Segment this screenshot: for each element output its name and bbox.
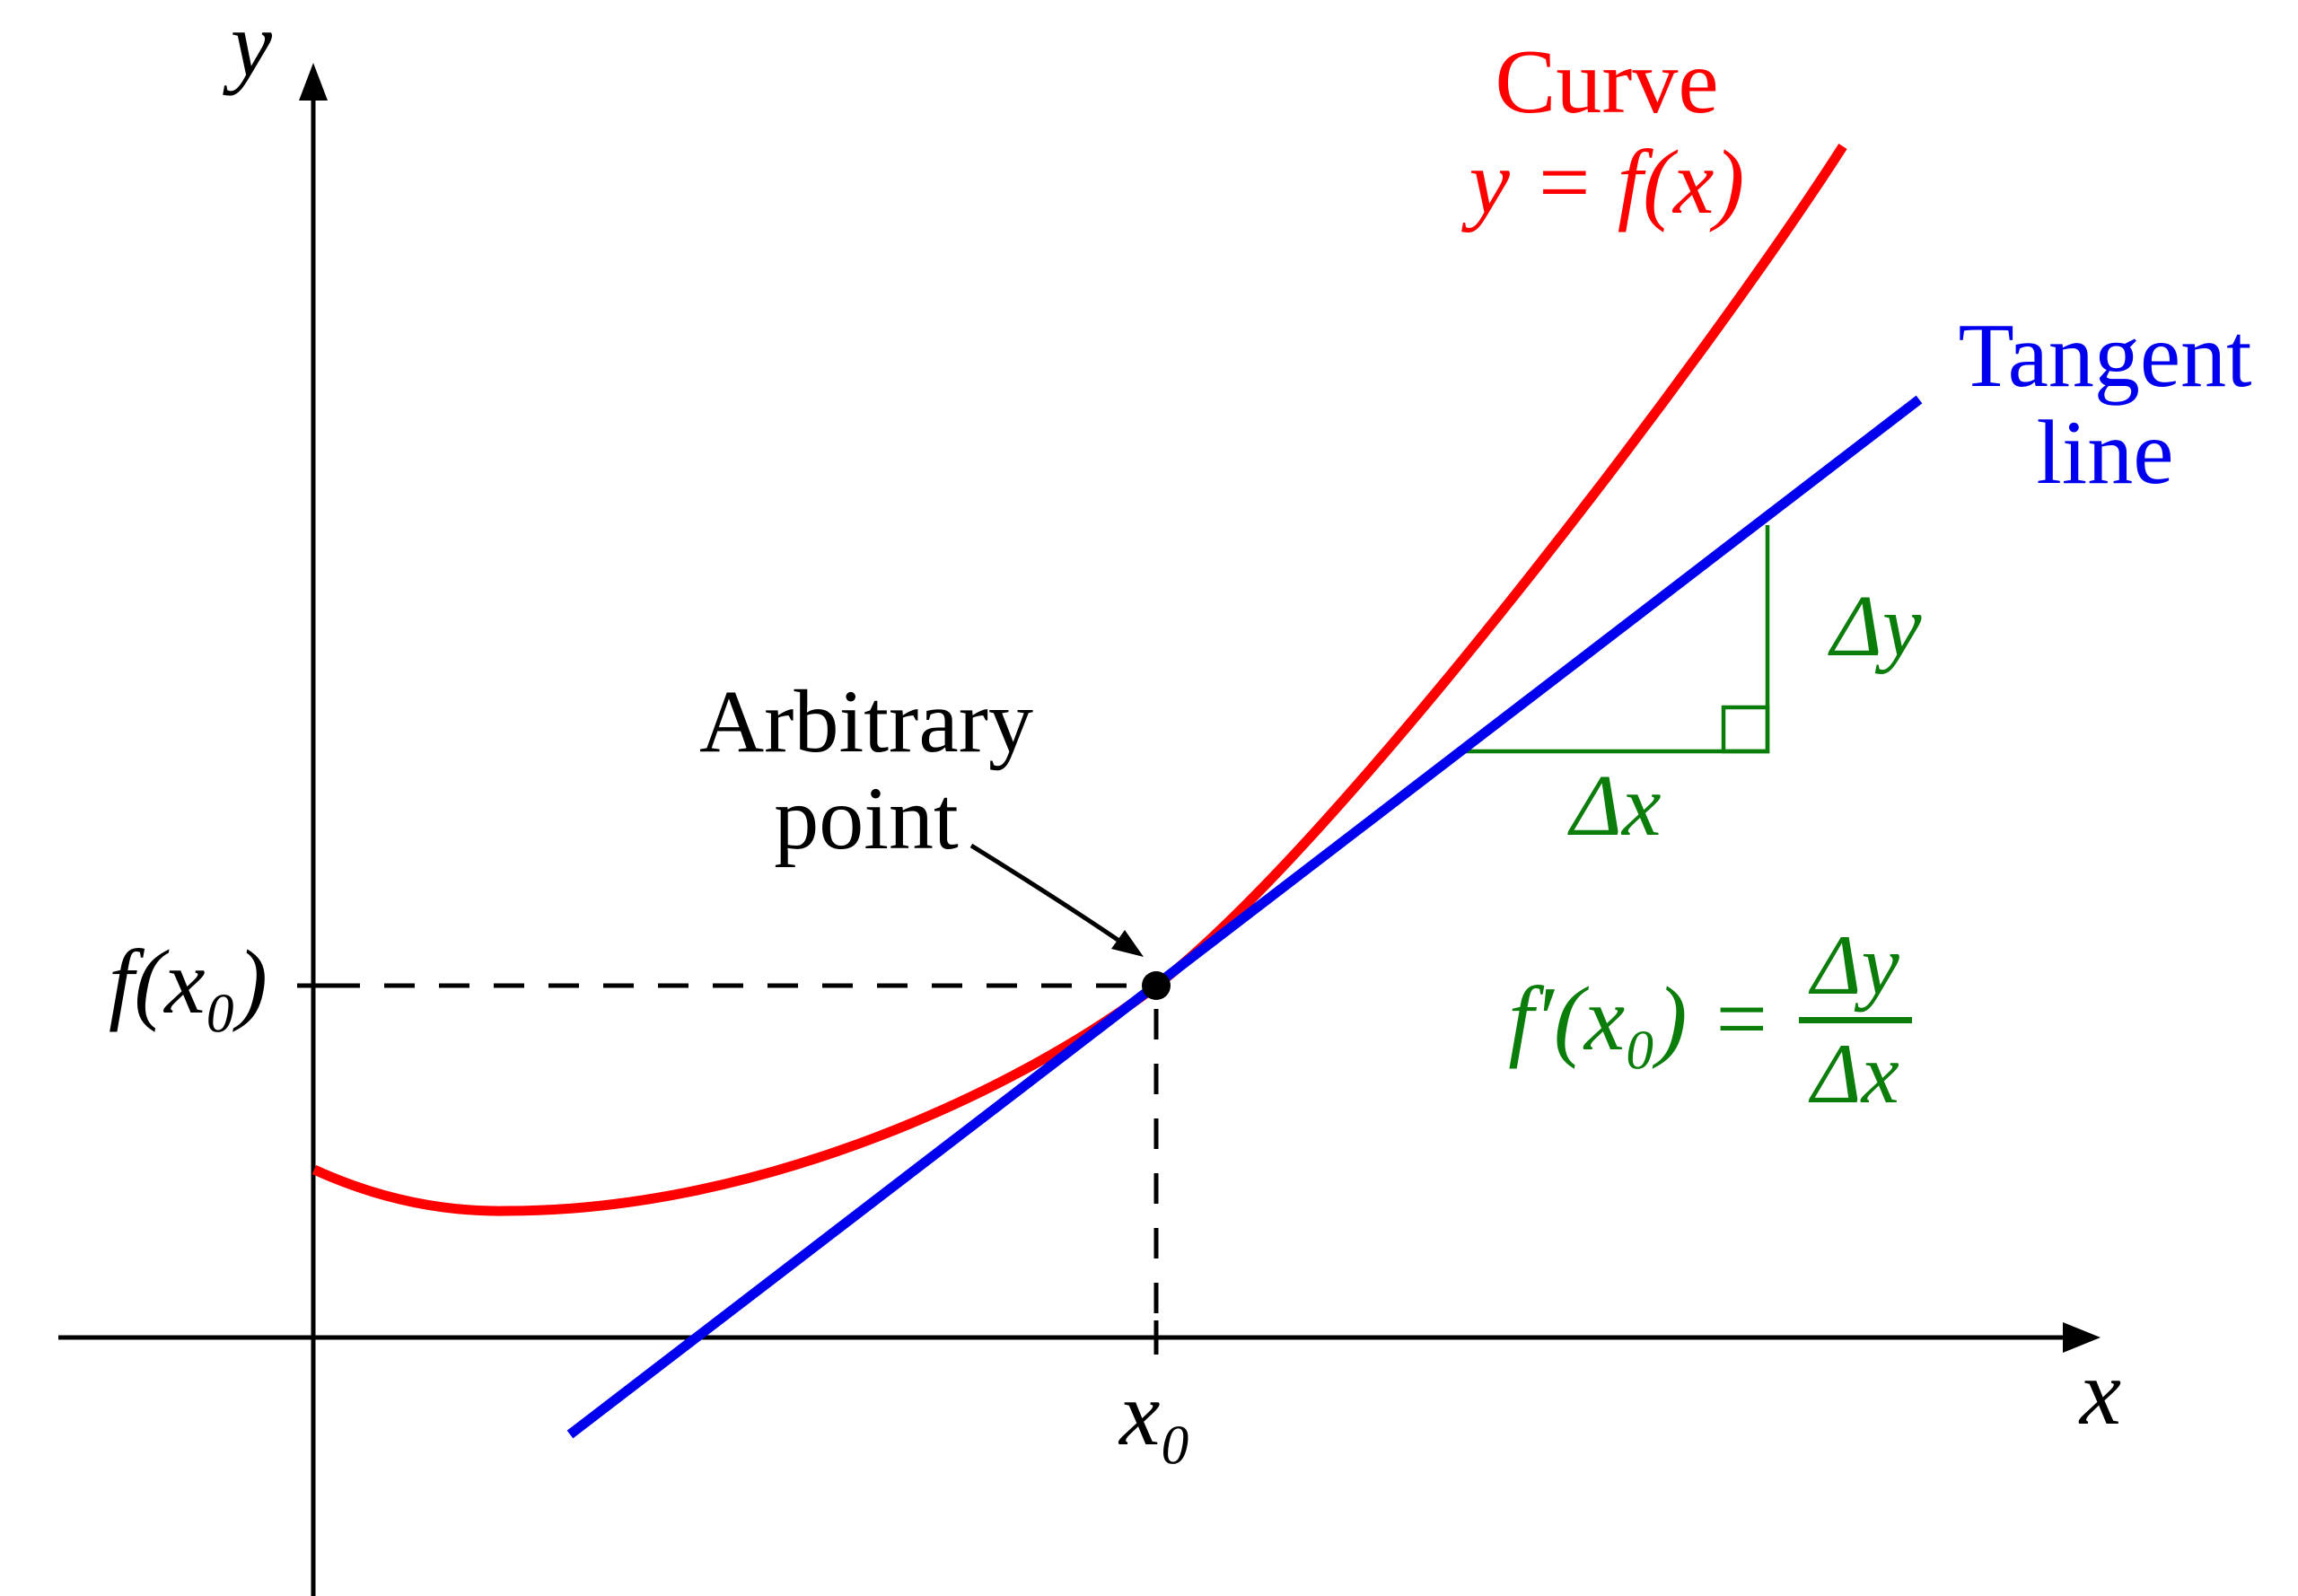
tangent-line-label: Tangent line <box>1912 308 2298 502</box>
tangent-label-line1: Tangent <box>1958 305 2252 407</box>
arbitrary-point-label-line1: Arbitrary <box>698 671 1034 771</box>
x-axis-label: x <box>2079 1341 2122 1444</box>
y-axis-label: y <box>230 0 273 96</box>
tangent-label-line2: line <box>2036 402 2174 504</box>
formula-lhs: f′(x₀) = <box>1508 968 1772 1070</box>
delta-y-label: Δy <box>1830 578 1922 675</box>
curve-label-line1: Curve <box>1495 31 1719 133</box>
delta-x-label: Δx <box>1570 758 1662 855</box>
derivative-formula: f′(x₀) = Δy Δx <box>1481 907 1939 1131</box>
tangency-point-dot <box>1142 971 1171 1000</box>
formula-numerator: Δy <box>1798 918 1912 1023</box>
pointer-arrow-shaft <box>969 843 1127 948</box>
y-axis-arrowhead-icon <box>299 63 328 101</box>
x-axis-arrowhead-icon <box>2063 1322 2101 1353</box>
fx0-tick-label: f(x₀) <box>108 932 268 1033</box>
tangent-line <box>566 395 1923 1439</box>
curve-label: Curve y = f(x) <box>1346 32 1867 233</box>
curve-label-line2: y = f(x) <box>1469 132 1745 233</box>
x0-tick-label: x₀ <box>1119 1364 1192 1465</box>
right-angle-marker <box>1721 705 1770 754</box>
arbitrary-point-label: Arbitrary point <box>633 673 1100 867</box>
formula-denominator: Δx <box>1811 1025 1899 1121</box>
arbitrary-point-label-line2: point <box>774 768 959 868</box>
formula-fraction: Δy Δx <box>1798 918 1912 1121</box>
pointer-arrowhead-icon <box>1111 930 1144 957</box>
